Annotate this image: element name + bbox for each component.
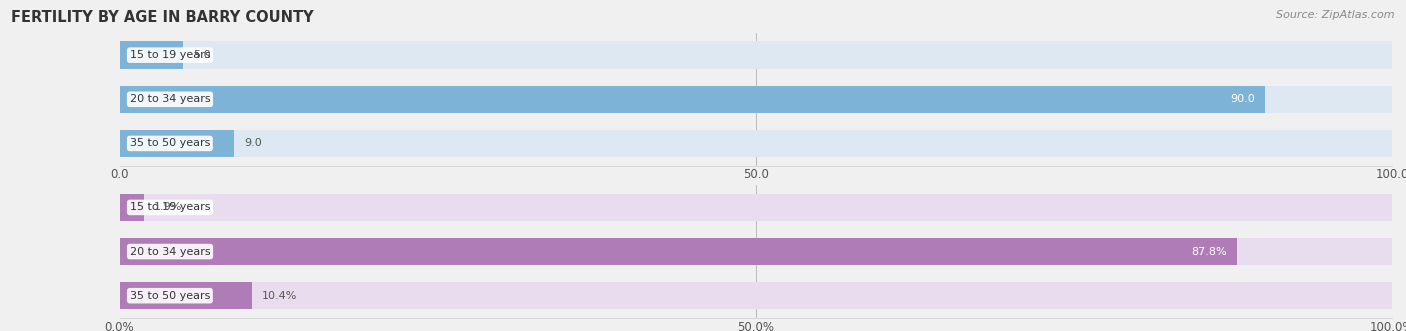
Text: 35 to 50 years: 35 to 50 years xyxy=(129,291,209,301)
Text: 5.0: 5.0 xyxy=(193,50,211,60)
Bar xyxy=(120,130,1392,157)
Bar xyxy=(120,282,1392,309)
Bar xyxy=(120,86,1392,113)
Text: 9.0: 9.0 xyxy=(245,138,262,148)
Text: 15 to 19 years: 15 to 19 years xyxy=(129,50,209,60)
Bar xyxy=(120,41,1392,69)
Text: 20 to 34 years: 20 to 34 years xyxy=(129,247,211,257)
Text: 15 to 19 years: 15 to 19 years xyxy=(129,203,209,213)
Bar xyxy=(120,194,1392,221)
Bar xyxy=(120,238,1392,265)
Text: FERTILITY BY AGE IN BARRY COUNTY: FERTILITY BY AGE IN BARRY COUNTY xyxy=(11,10,314,25)
Bar xyxy=(120,86,1265,113)
Text: 35 to 50 years: 35 to 50 years xyxy=(129,138,209,148)
Text: Source: ZipAtlas.com: Source: ZipAtlas.com xyxy=(1277,10,1395,20)
Text: 87.8%: 87.8% xyxy=(1191,247,1226,257)
Bar xyxy=(120,194,143,221)
Bar xyxy=(120,238,1237,265)
Text: 20 to 34 years: 20 to 34 years xyxy=(129,94,211,104)
Text: 1.9%: 1.9% xyxy=(153,203,183,213)
Text: 90.0: 90.0 xyxy=(1230,94,1254,104)
Bar xyxy=(120,41,183,69)
Bar xyxy=(120,282,252,309)
Bar xyxy=(120,130,233,157)
Text: 10.4%: 10.4% xyxy=(262,291,298,301)
